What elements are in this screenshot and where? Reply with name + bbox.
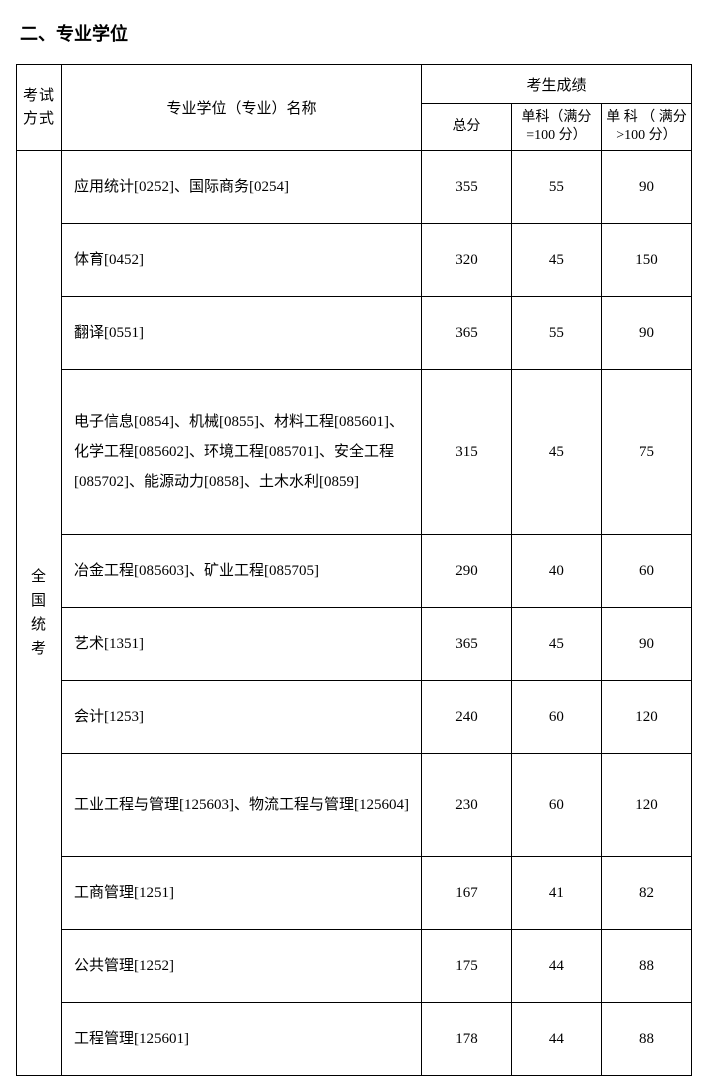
major-name: 工业工程与管理[125603]、物流工程与管理[125604] (61, 754, 421, 857)
score-subject-gt100: 90 (601, 608, 691, 681)
score-total: 230 (421, 754, 511, 857)
table-row: 工程管理[125601]1784488 (17, 1003, 692, 1076)
score-total: 320 (421, 224, 511, 297)
header-name: 专业学位（专业）名称 (61, 65, 421, 151)
table-row: 公共管理[1252]1754488 (17, 930, 692, 1003)
score-subject-gt100: 150 (601, 224, 691, 297)
score-subject-le100: 45 (511, 370, 601, 535)
major-name: 电子信息[0854]、机械[0855]、材料工程[085601]、化学工程[08… (61, 370, 421, 535)
score-subject-le100: 55 (511, 151, 601, 224)
header-subject-le100: 单科（满分=100 分） (511, 104, 601, 151)
major-name: 翻译[0551] (61, 297, 421, 370)
score-subject-le100: 45 (511, 224, 601, 297)
header-total: 总分 (421, 104, 511, 151)
section-title: 二、专业学位 (20, 20, 696, 46)
score-subject-gt100: 82 (601, 857, 691, 930)
table-row: 电子信息[0854]、机械[0855]、材料工程[085601]、化学工程[08… (17, 370, 692, 535)
table-row: 艺术[1351]3654590 (17, 608, 692, 681)
score-total: 167 (421, 857, 511, 930)
header-subject-gt100: 单 科 （ 满分>100 分） (601, 104, 691, 151)
score-subject-gt100: 90 (601, 297, 691, 370)
score-subject-le100: 60 (511, 754, 601, 857)
method-cell: 全国统考 (17, 151, 62, 1076)
score-total: 178 (421, 1003, 511, 1076)
major-name: 艺术[1351] (61, 608, 421, 681)
major-name: 冶金工程[085603]、矿业工程[085705] (61, 535, 421, 608)
score-total: 355 (421, 151, 511, 224)
score-subject-gt100: 90 (601, 151, 691, 224)
score-subject-le100: 44 (511, 1003, 601, 1076)
score-subject-gt100: 60 (601, 535, 691, 608)
score-total: 290 (421, 535, 511, 608)
score-subject-gt100: 88 (601, 1003, 691, 1076)
score-subject-le100: 55 (511, 297, 601, 370)
score-subject-gt100: 75 (601, 370, 691, 535)
score-subject-gt100: 88 (601, 930, 691, 1003)
table-row: 全国统考应用统计[0252]、国际商务[0254]3555590 (17, 151, 692, 224)
major-name: 会计[1253] (61, 681, 421, 754)
table-row: 工业工程与管理[125603]、物流工程与管理[125604]23060120 (17, 754, 692, 857)
score-total: 240 (421, 681, 511, 754)
header-method-text: 考试方式 (17, 85, 61, 130)
score-total: 365 (421, 297, 511, 370)
table-row: 翻译[0551]3655590 (17, 297, 692, 370)
header-method: 考试方式 (17, 65, 62, 151)
major-name: 公共管理[1252] (61, 930, 421, 1003)
major-name: 工商管理[1251] (61, 857, 421, 930)
score-subject-le100: 41 (511, 857, 601, 930)
major-name: 工程管理[125601] (61, 1003, 421, 1076)
score-total: 175 (421, 930, 511, 1003)
table-body: 全国统考应用统计[0252]、国际商务[0254]3555590体育[0452]… (17, 151, 692, 1076)
table-row: 工商管理[1251]1674182 (17, 857, 692, 930)
table-row: 会计[1253]24060120 (17, 681, 692, 754)
score-subject-le100: 60 (511, 681, 601, 754)
score-subject-gt100: 120 (601, 754, 691, 857)
major-name: 体育[0452] (61, 224, 421, 297)
table-row: 体育[0452]32045150 (17, 224, 692, 297)
major-name: 应用统计[0252]、国际商务[0254] (61, 151, 421, 224)
header-scores-group: 考生成绩 (421, 65, 691, 104)
score-total: 315 (421, 370, 511, 535)
score-subject-le100: 40 (511, 535, 601, 608)
table-row: 冶金工程[085603]、矿业工程[085705]2904060 (17, 535, 692, 608)
score-subject-gt100: 120 (601, 681, 691, 754)
score-subject-le100: 44 (511, 930, 601, 1003)
score-subject-le100: 45 (511, 608, 601, 681)
method-label: 全国统考 (17, 565, 61, 661)
scores-table: 考试方式 专业学位（专业）名称 考生成绩 总分 单科（满分=100 分） 单 科… (16, 64, 692, 1076)
score-total: 365 (421, 608, 511, 681)
